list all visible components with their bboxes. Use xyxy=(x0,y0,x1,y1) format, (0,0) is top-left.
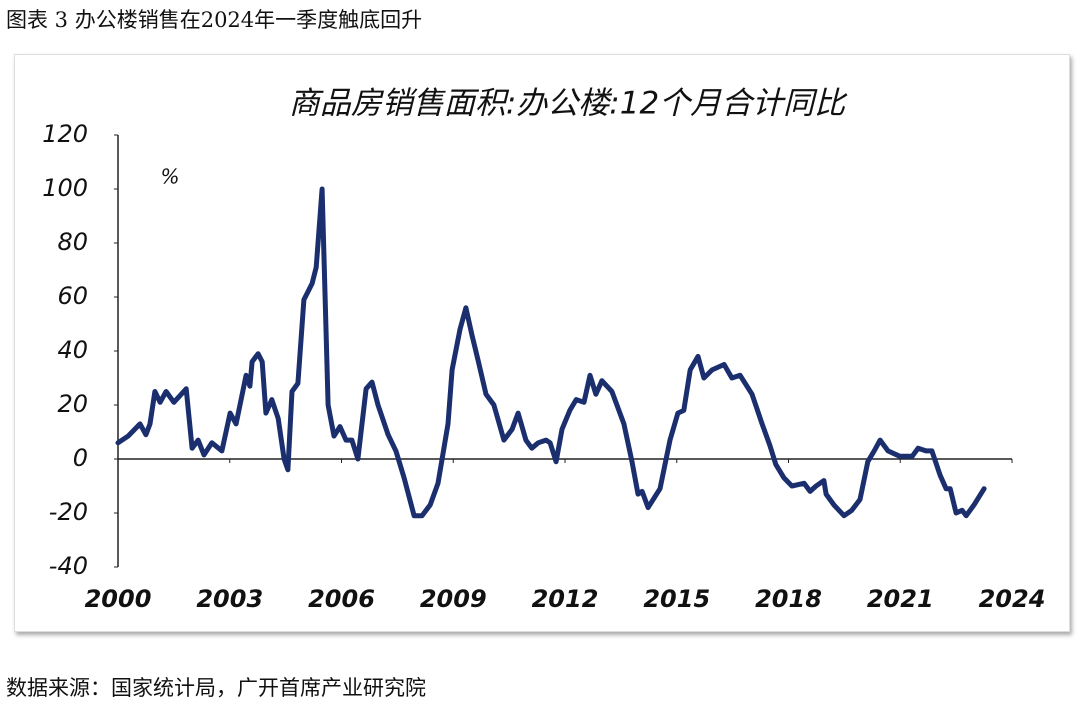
x-tick-label: 2000 xyxy=(85,585,152,613)
x-tick-label: 2021 xyxy=(867,585,934,613)
data-line xyxy=(115,186,987,519)
y-tick-label: 40 xyxy=(57,336,88,364)
y-unit: % xyxy=(160,165,179,189)
chart-frame xyxy=(14,54,1070,632)
y-tick-label: -20 xyxy=(49,498,88,526)
y-tick-label: 100 xyxy=(42,174,88,202)
source-note: 数据来源：国家统计局，广开首席产业研究院 xyxy=(6,676,426,700)
x-tick-label: 2015 xyxy=(643,585,710,613)
chart-title: 商品房销售面积:办公楼:12个月合计同比 xyxy=(289,86,848,122)
x-tick-label: 2009 xyxy=(420,585,487,613)
x-tick-label: 2012 xyxy=(532,585,599,613)
x-tick-label: 2003 xyxy=(196,585,263,613)
y-tick-label: 60 xyxy=(57,282,88,310)
x-tick-label: 2024 xyxy=(979,585,1046,613)
y-tick-label: -40 xyxy=(49,552,88,580)
x-tick-label: 2006 xyxy=(308,585,375,613)
figure-caption: 图表 3 办公楼销售在2024年一季度触底回升 xyxy=(6,8,423,32)
y-tick-label: 80 xyxy=(57,228,88,256)
x-tick-label: 2018 xyxy=(755,585,822,613)
y-tick-label: 20 xyxy=(57,390,88,418)
y-tick-label: 120 xyxy=(42,120,88,148)
y-tick-label: 0 xyxy=(73,444,88,472)
